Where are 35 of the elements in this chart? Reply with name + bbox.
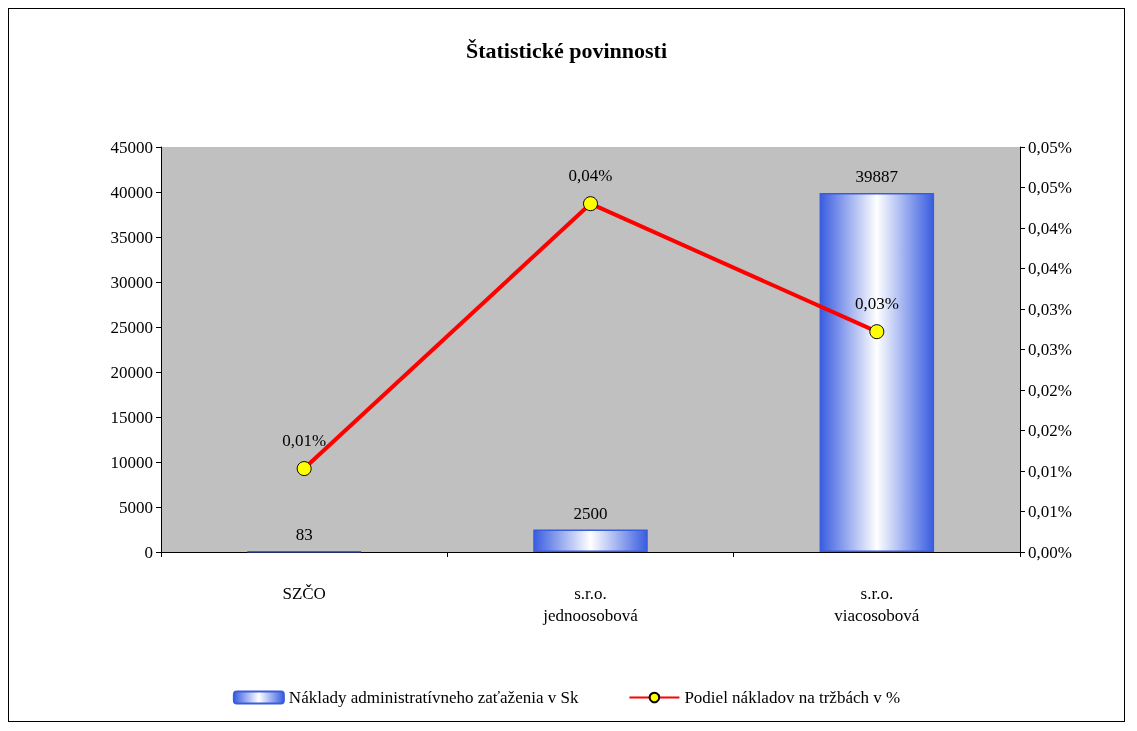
data-label: 2500	[573, 503, 608, 523]
y2-tick-label: 0,05%	[1028, 178, 1072, 197]
y-tick-label: 40000	[110, 182, 153, 202]
y2-tick-label: 0,01%	[1028, 461, 1072, 481]
y-tick-label: 30000	[110, 272, 153, 292]
y-tick-label: 15000	[110, 407, 153, 427]
y-tick-label: 10000	[110, 452, 153, 472]
x-tick-label: SZČO	[282, 583, 326, 603]
y2-tick-label: 0,04%	[1028, 218, 1072, 238]
y-tick-label: 0	[144, 542, 153, 562]
bar	[533, 529, 648, 552]
x-tick-label: s.r.o. viacosobová	[834, 583, 920, 625]
legend-label: Podiel nákladov na tržbách v %	[684, 688, 901, 707]
y2-tick-label: 0,02%	[1028, 380, 1072, 400]
chart-title: Štatistické povinnosti	[465, 37, 668, 63]
data-label: 0,04%	[568, 166, 613, 186]
y2-tick-label: 0,02%	[1028, 421, 1072, 440]
y-tick-label: 35000	[110, 227, 153, 247]
y2-tick-label: 0,00%	[1028, 542, 1072, 562]
x-tick-label: s.r.o. jednoosobová	[542, 583, 639, 625]
y2-tick-label: 0,05%	[1028, 137, 1072, 157]
y-tick-label: 20000	[110, 362, 153, 382]
legend-label: Náklady administratívneho zaťaženia v Sk	[288, 688, 579, 707]
y2-tick-label: 0,01%	[1028, 502, 1072, 521]
y-tick-label: 25000	[110, 317, 153, 337]
y-tick-label: 5000	[119, 497, 153, 517]
y2-tick-label: 0,03%	[1028, 299, 1072, 319]
data-label: 0,03%	[854, 294, 899, 314]
data-label: 39887	[855, 167, 899, 187]
data-label: 83	[295, 524, 313, 544]
y2-tick-label: 0,03%	[1028, 340, 1072, 359]
data-label: 0,01%	[282, 431, 327, 451]
y2-tick-label: 0,04%	[1028, 259, 1072, 278]
bar	[819, 193, 935, 552]
y-tick-label: 45000	[110, 137, 153, 157]
